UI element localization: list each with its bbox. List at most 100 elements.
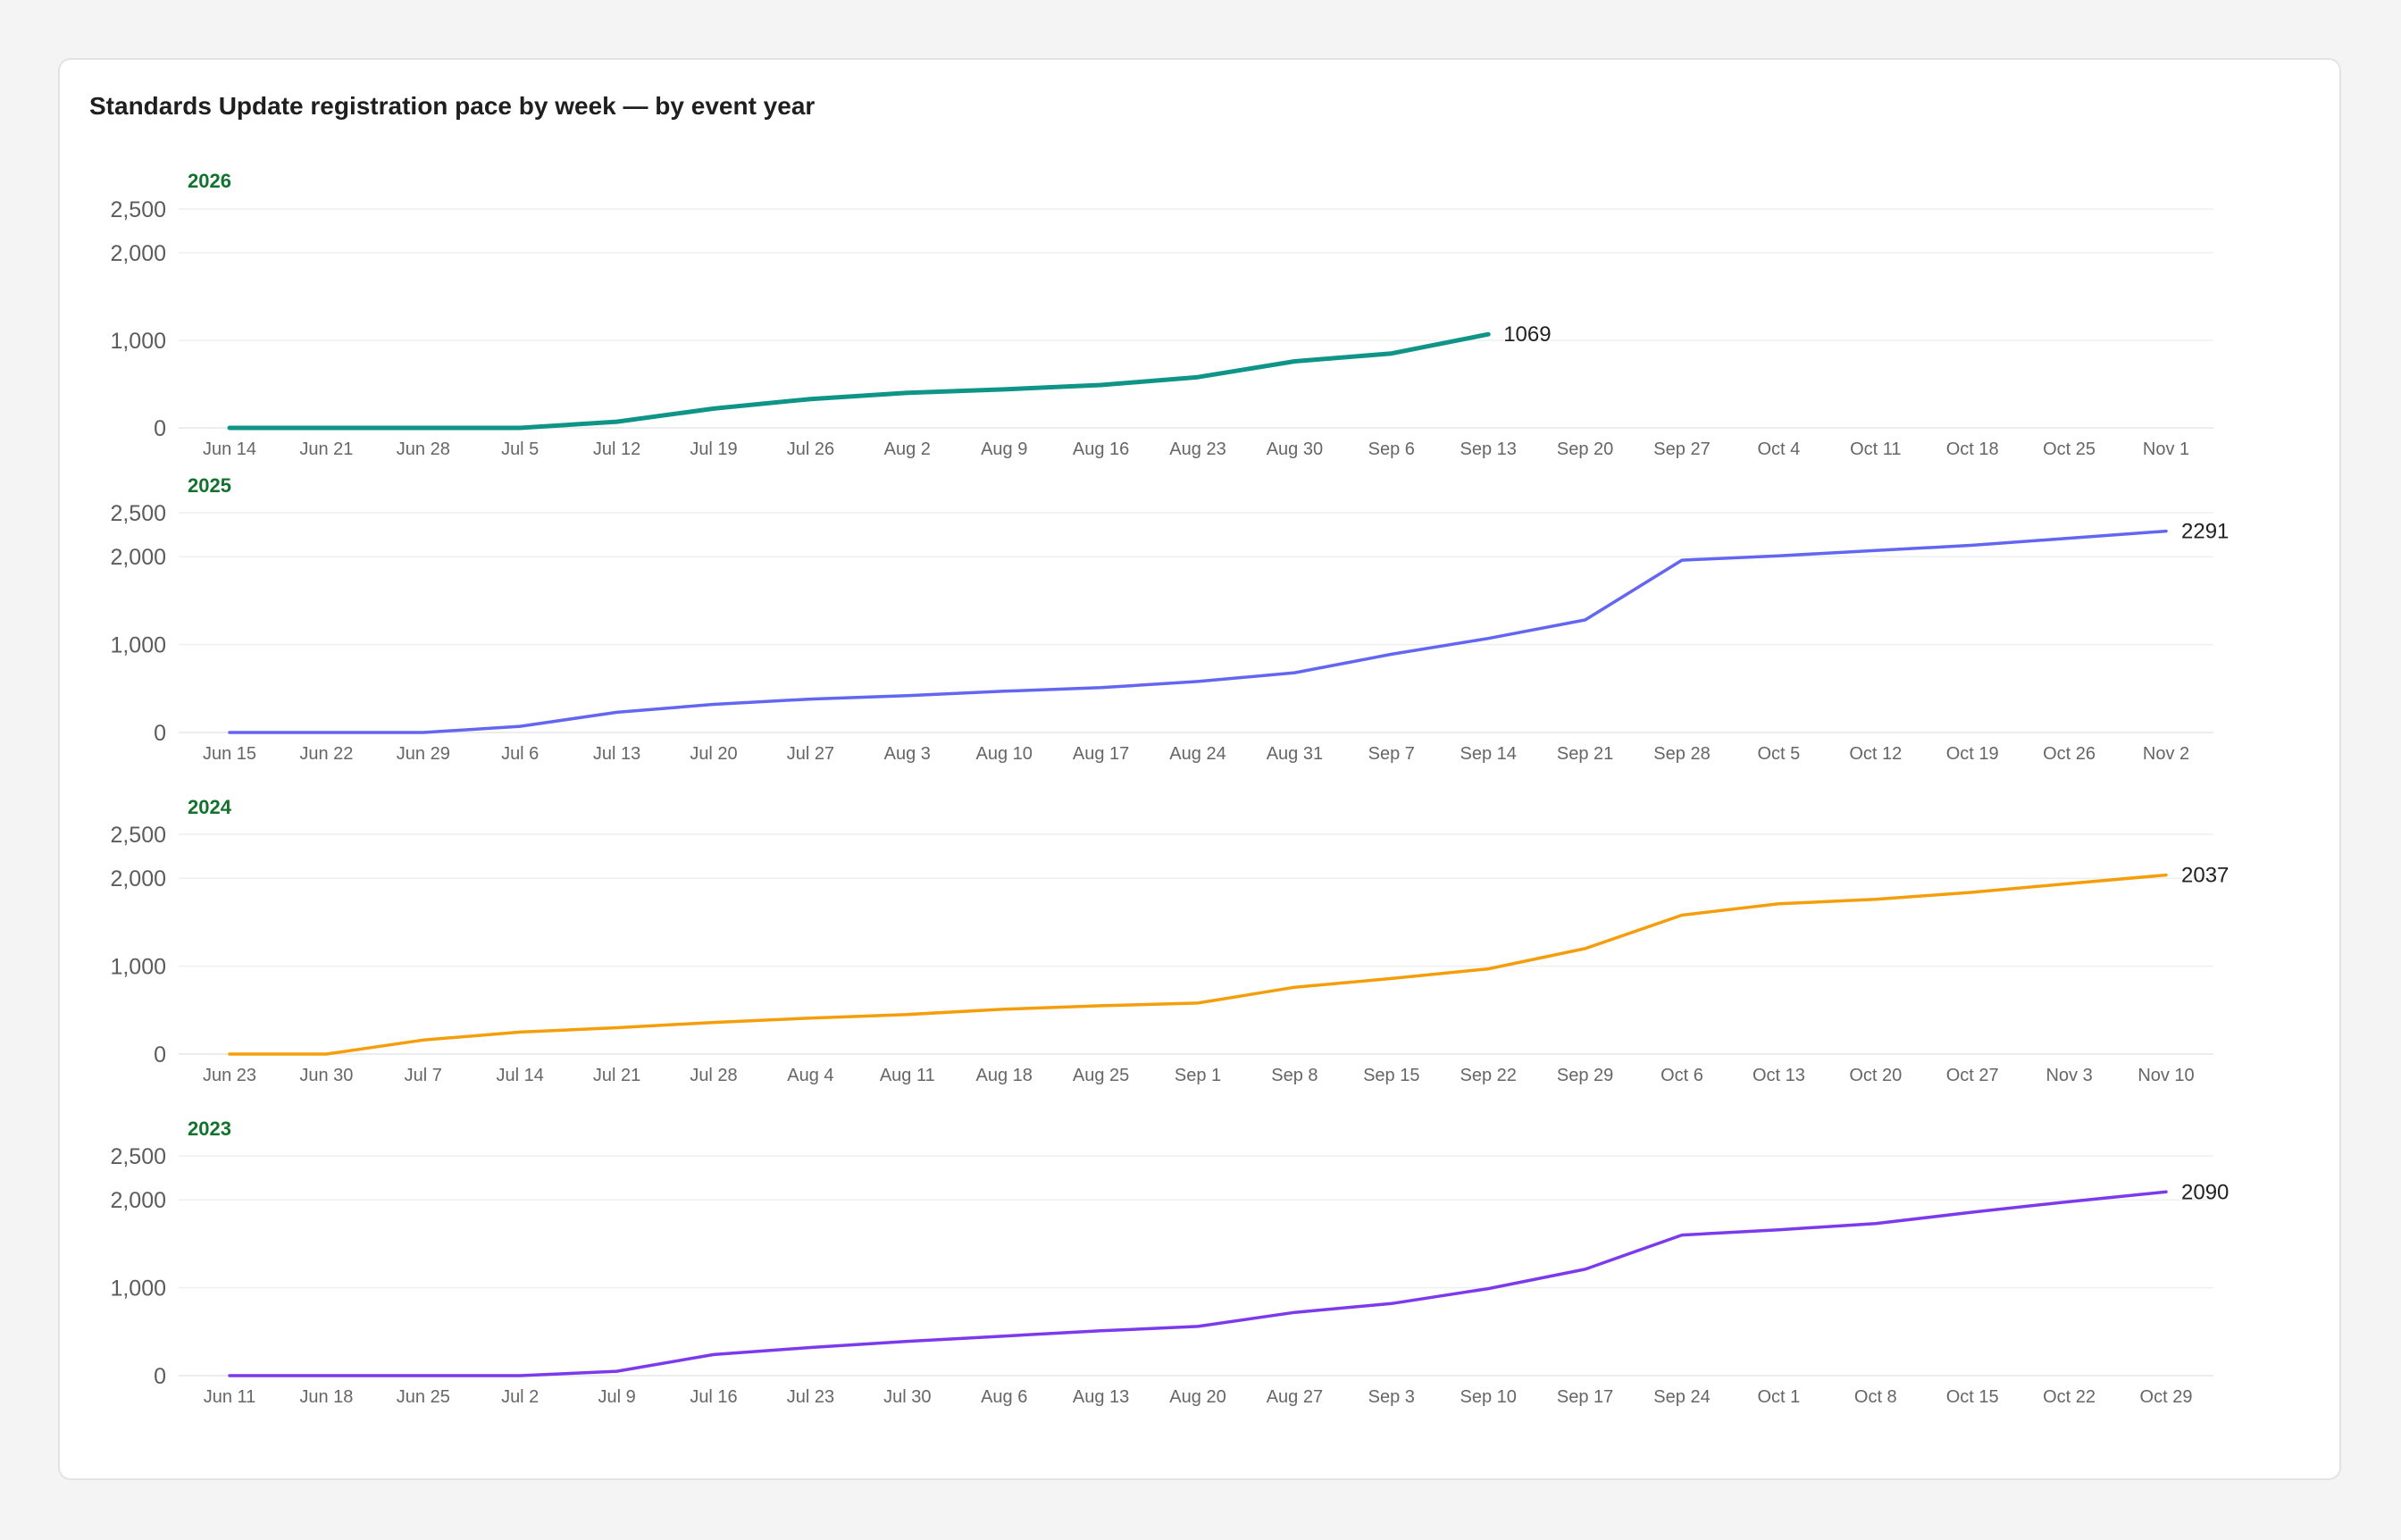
x-tick-label: Oct 26 [2043,744,2096,764]
x-tick-label: Sep 28 [1653,744,1710,764]
series-line-2023 [228,1190,2168,1377]
chart-card: Standards Update registration pace by we… [58,58,2341,1480]
x-tick-label: Aug 4 [787,1066,833,1085]
x-tick-label: Nov 3 [2045,1066,2092,1085]
x-tick-label: Sep 8 [1271,1066,1318,1085]
x-tick-label: Jul 5 [501,439,539,459]
x-tick-label: Oct 20 [1849,1066,1902,1085]
x-tick-label: Oct 13 [1753,1066,1805,1085]
x-tick-label: Sep 24 [1653,1387,1710,1407]
panel-label: 2025 [188,474,231,497]
y-tick-label: 2,500 [110,823,166,848]
x-tick-label: Aug 17 [1073,744,1129,764]
x-tick-label: Oct 18 [1946,439,1999,459]
end-value-label: 2090 [2181,1180,2229,1204]
x-tick-label: Aug 27 [1267,1387,1323,1407]
x-tick-label: Sep 6 [1368,439,1415,459]
x-tick-label: Oct 15 [1946,1387,1999,1407]
panel-label: 2023 [188,1117,231,1140]
x-tick-label: Sep 3 [1368,1387,1415,1407]
y-tick-label: 2,500 [110,197,166,222]
x-tick-label: Jun 29 [397,744,450,764]
x-tick-label: Jul 30 [883,1387,931,1407]
x-tick-label: Aug 10 [976,744,1033,764]
x-tick-label: Aug 2 [884,439,931,459]
x-tick-label: Nov 10 [2137,1066,2194,1085]
x-tick-label: Oct 4 [1758,439,1801,459]
end-value-label: 2037 [2181,864,2229,888]
y-tick-label: 1,000 [110,1276,166,1301]
y-tick-label: 1,000 [110,633,166,658]
x-tick-label: Aug 3 [884,744,931,764]
x-tick-label: Aug 23 [1169,439,1226,459]
x-tick-label: Jun 14 [203,439,256,459]
x-tick-label: Jun 30 [299,1066,353,1085]
x-tick-label: Aug 30 [1267,439,1323,459]
x-tick-label: Jul 20 [690,744,737,764]
x-tick-label: Oct 6 [1661,1066,1703,1085]
y-tick-label: 2,000 [110,1188,166,1213]
x-tick-label: Aug 31 [1267,744,1323,764]
y-tick-label: 2,000 [110,241,166,266]
x-tick-label: Aug 20 [1169,1387,1226,1407]
x-tick-label: Oct 29 [2140,1387,2193,1407]
end-value-label: 1069 [1503,322,1551,347]
x-tick-label: Jul 7 [405,1066,442,1085]
x-tick-label: Jun 21 [299,439,353,459]
x-tick-label: Jul 12 [593,439,640,459]
x-tick-label: Nov 2 [2143,744,2189,764]
y-tick-label: 0 [154,1042,166,1067]
x-tick-label: Sep 21 [1557,744,1613,764]
x-tick-label: Jul 16 [690,1387,737,1407]
y-tick-label: 0 [154,1364,166,1389]
x-tick-label: Oct 5 [1758,744,1801,764]
y-tick-label: 1,000 [110,955,166,980]
x-tick-label: Sep 15 [1363,1066,1419,1085]
x-tick-label: Jun 15 [203,744,256,764]
x-tick-label: Sep 22 [1460,1066,1517,1085]
x-tick-label: Jul 27 [787,744,834,764]
x-tick-label: Oct 8 [1854,1387,1897,1407]
x-tick-label: Oct 27 [1946,1066,1999,1085]
x-tick-label: Jun 28 [397,439,450,459]
x-tick-label: Oct 25 [2043,439,2096,459]
x-tick-label: Sep 27 [1653,439,1710,459]
y-tick-label: 2,500 [110,1144,166,1169]
x-tick-label: Oct 22 [2043,1387,2096,1407]
x-tick-label: Jul 14 [497,1066,544,1085]
panel-label: 2024 [188,796,232,818]
x-tick-label: Aug 13 [1073,1387,1129,1407]
x-tick-label: Jun 11 [204,1387,256,1407]
x-tick-label: Aug 25 [1073,1066,1129,1085]
y-tick-label: 1,000 [110,329,166,354]
x-tick-label: Jul 6 [501,744,539,764]
series-line-2026 [227,331,1491,431]
x-tick-label: Sep 29 [1557,1066,1613,1085]
x-tick-label: Aug 16 [1073,439,1129,459]
x-tick-label: Jun 23 [203,1066,256,1085]
y-tick-label: 0 [154,416,166,441]
series-line-2024 [228,873,2168,1056]
x-tick-label: Aug 11 [880,1066,935,1085]
y-tick-label: 2,000 [110,866,166,891]
x-tick-label: Oct 12 [1849,744,1902,764]
x-tick-label: Jun 18 [299,1387,353,1407]
x-tick-label: Jun 25 [397,1387,450,1407]
x-tick-label: Sep 10 [1460,1387,1517,1407]
chart-title: Standards Update registration pace by we… [89,92,816,120]
x-tick-label: Aug 18 [976,1066,1033,1085]
series-line-2025 [228,529,2168,734]
x-tick-label: Nov 1 [2143,439,2189,459]
x-tick-label: Jul 2 [501,1387,539,1407]
x-tick-label: Oct 19 [1946,744,1999,764]
x-tick-label: Oct 1 [1758,1387,1801,1407]
x-tick-label: Sep 13 [1460,439,1517,459]
x-tick-label: Sep 7 [1368,744,1415,764]
y-tick-label: 0 [154,721,166,746]
y-tick-label: 2,500 [110,501,166,526]
x-tick-label: Oct 11 [1850,439,1901,459]
x-tick-label: Aug 9 [981,439,1027,459]
x-tick-label: Jul 19 [690,439,737,459]
x-tick-label: Jul 21 [593,1066,640,1085]
